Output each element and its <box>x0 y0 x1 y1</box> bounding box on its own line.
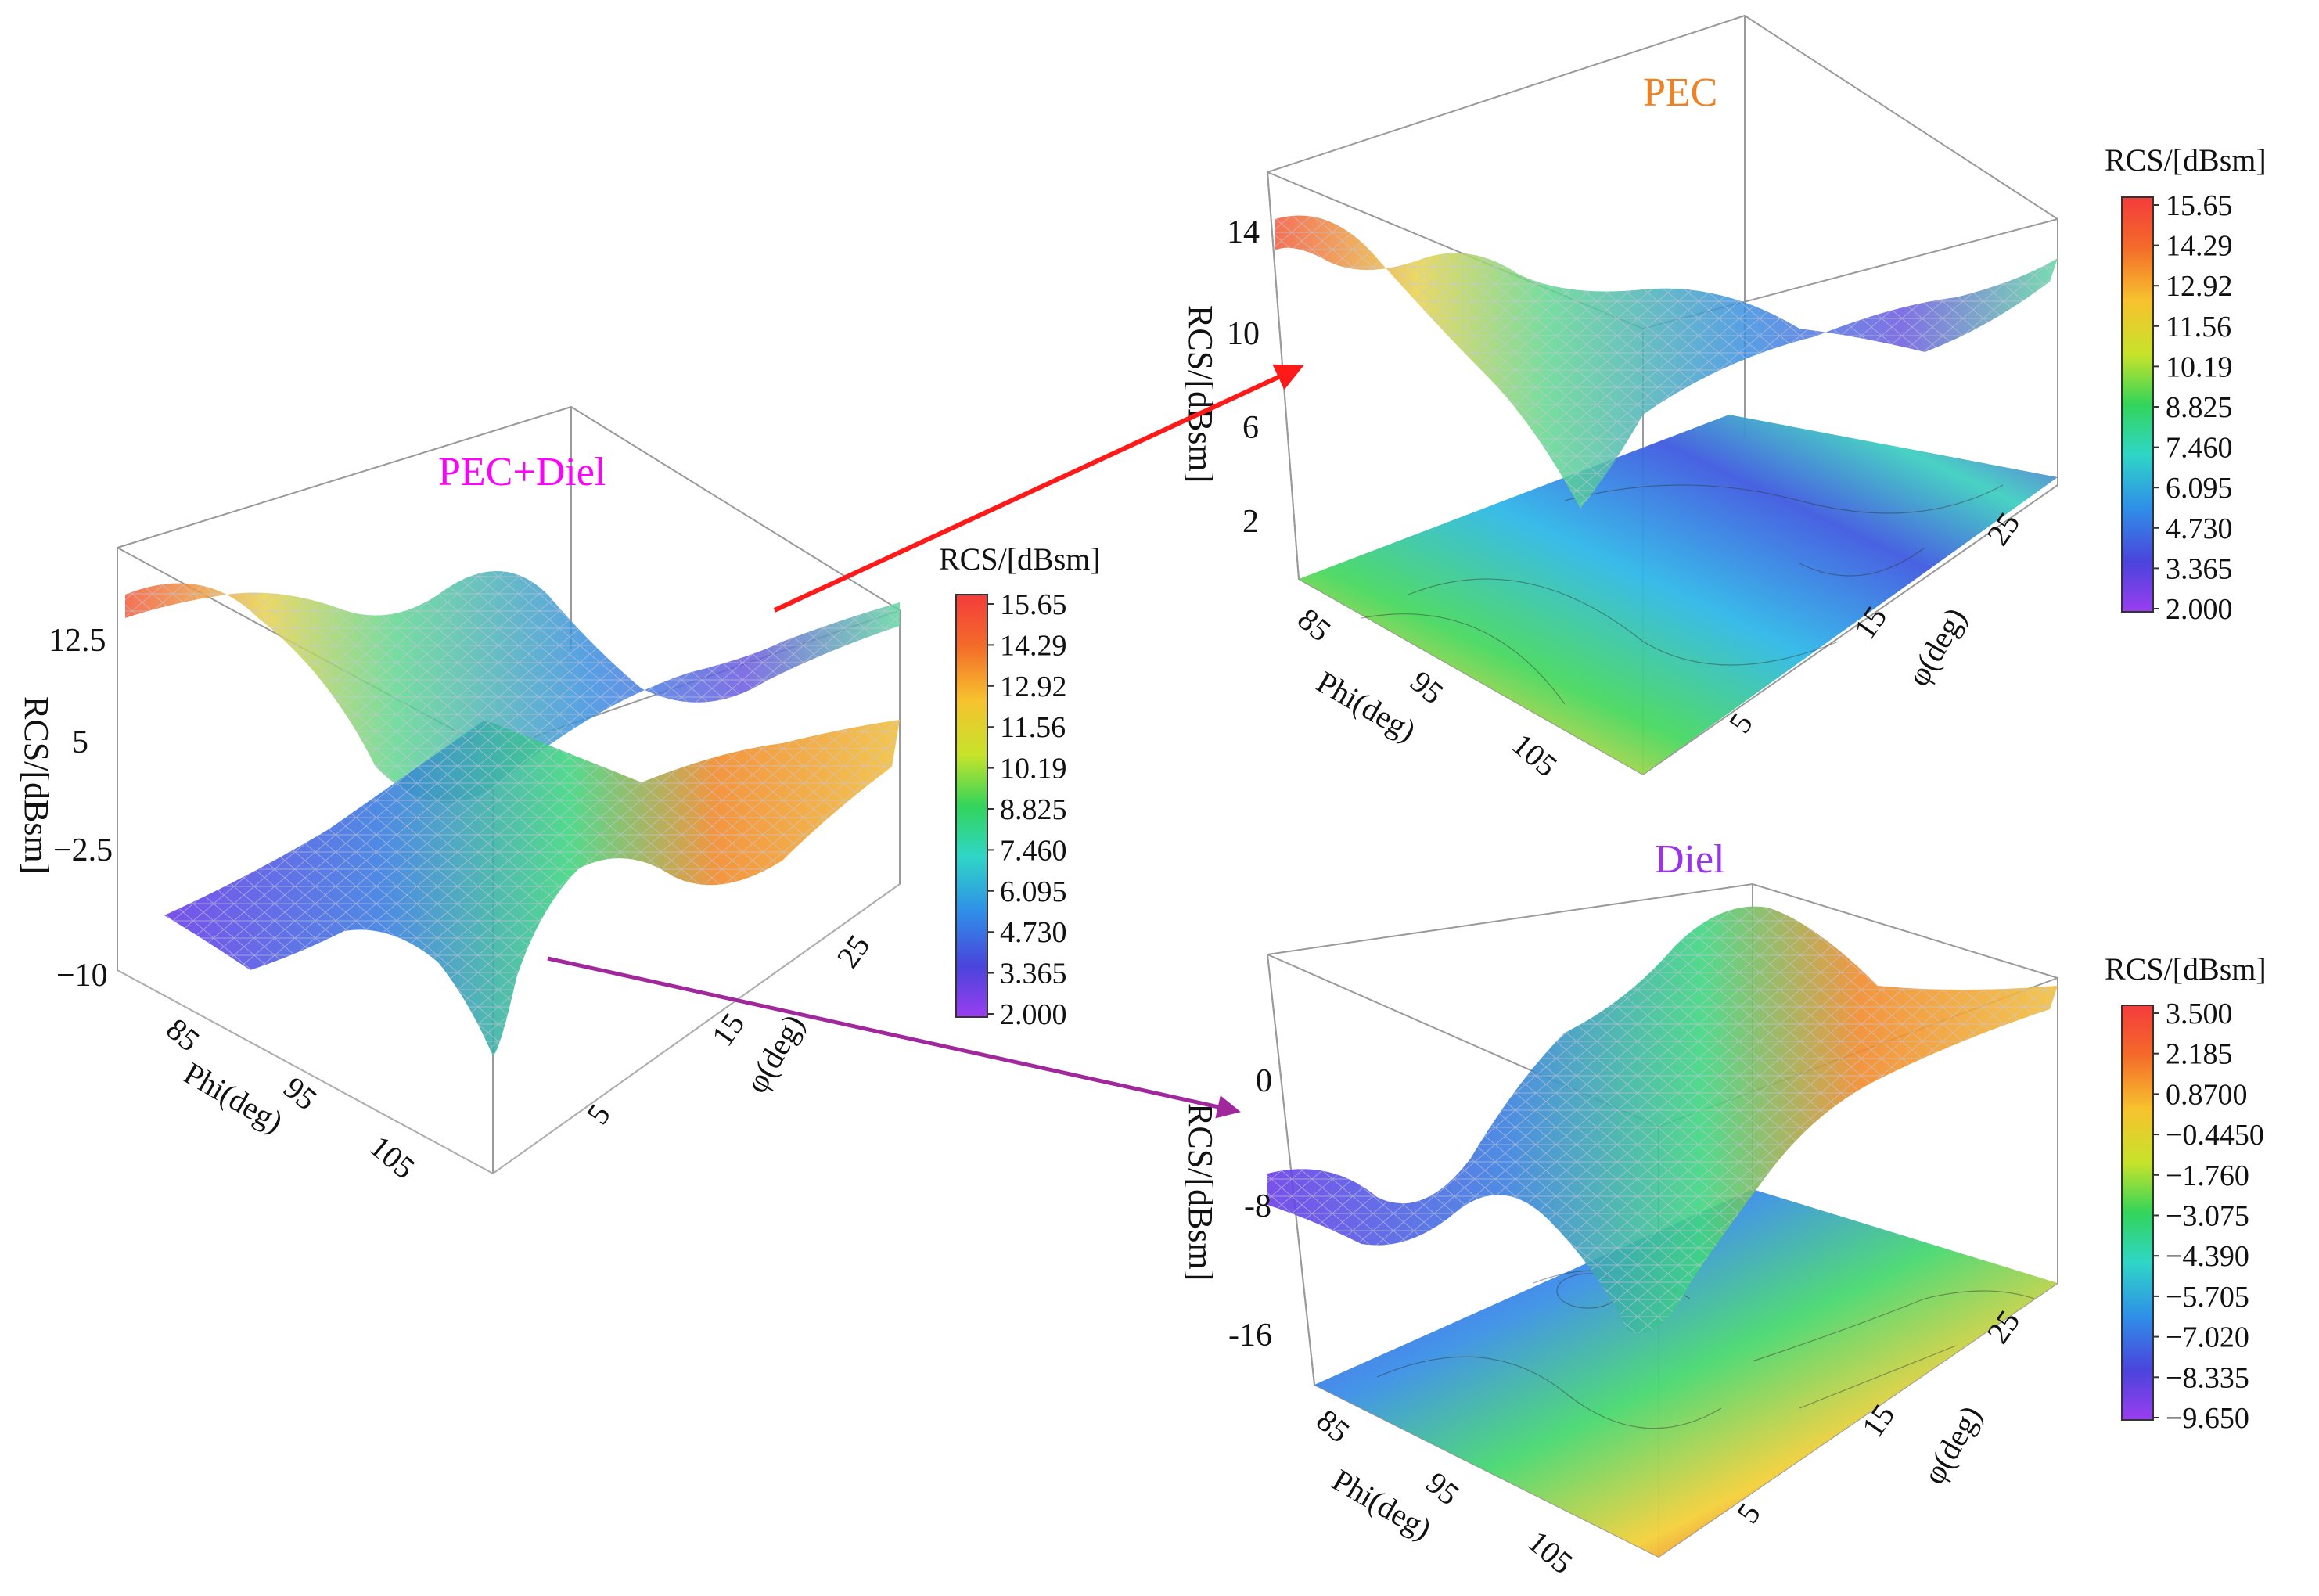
colorbar-tick-label: 12.92 <box>1000 670 1067 703</box>
y-tick: 5 <box>580 1098 617 1130</box>
colorbar-tick-label: −0.4450 <box>2166 1119 2264 1152</box>
z-axis: 12.5 5 −2.5 −10 RCS/[dBsm] <box>17 623 113 994</box>
y-tick: 25 <box>830 929 877 975</box>
z-tick: −2.5 <box>53 832 113 868</box>
colorbar-tick-label: 4.730 <box>2166 512 2233 545</box>
x-tick: 85 <box>160 1011 207 1058</box>
colorbar-tick-label: −7.020 <box>2166 1321 2249 1354</box>
x-axis-label: Phi(deg) <box>1311 664 1422 749</box>
z-tick: 12.5 <box>49 623 106 659</box>
panel-diel: Diel 0 -8 -16 RCS/[dBsm] 85 95 105 Phi(d… <box>1181 837 2267 1580</box>
panel-pec: PEC 14 10 6 2 RCS/[dBsm] 85 95 105 Phi(d… <box>1181 14 2267 783</box>
z-tick: -16 <box>1228 1317 1272 1353</box>
colorbar-tick-label: 6.095 <box>1000 875 1067 908</box>
z-tick: 2 <box>1242 504 1259 540</box>
colorbar-tick-label: 10.19 <box>1000 753 1067 785</box>
colorbar-tick-label: −1.760 <box>2166 1159 2249 1192</box>
y-axis-label: φ(deg) <box>739 1008 811 1099</box>
colorbar-tick-label: 6.095 <box>2166 472 2233 505</box>
colorbar-tick-label: 15.65 <box>2166 189 2233 222</box>
colorbar-title: RCS/[dBsm] <box>2105 142 2267 178</box>
colorbar-title: RCS/[dBsm] <box>2105 951 2267 987</box>
colorbar-title: RCS/[dBsm] <box>939 541 1101 577</box>
colorbar-gradient <box>955 594 988 1018</box>
colorbar-tick-label: 3.365 <box>2166 552 2233 585</box>
z-tick: 5 <box>72 724 88 760</box>
colorbar-tick-label: −3.075 <box>2166 1200 2249 1233</box>
colorbar-tick-label: 2.000 <box>2166 593 2233 626</box>
colorbar-tick-label: 7.460 <box>2166 432 2233 465</box>
colorbar-tick-label: 14.29 <box>2166 230 2233 263</box>
x-axis-label: Phi(deg) <box>1327 1462 1438 1547</box>
colorbar-tick-label: 2.185 <box>2166 1038 2233 1071</box>
y-axis-label: φ(deg) <box>1916 1400 1989 1490</box>
colorbar-tick-label: 15.65 <box>1000 588 1067 621</box>
colorbar-tick-label: −9.650 <box>2166 1402 2249 1435</box>
z-tick: -8 <box>1244 1188 1271 1224</box>
x-axis: 85 95 105 Phi(deg) <box>160 1011 422 1185</box>
colorbar-tick-label: 2.000 <box>1000 998 1067 1031</box>
colorbar: RCS/[dBsm] 15.65 14.29 12.92 11.56 10.19 8.82… <box>939 541 1101 1031</box>
colorbar-tick-label: 11.56 <box>1000 711 1066 744</box>
colorbar-tick-label: 4.730 <box>1000 916 1067 949</box>
panel-title: Diel <box>1655 837 1725 882</box>
contour-floor <box>1299 415 2058 775</box>
z-axis: 0 -8 -16 RCS/[dBsm] <box>1181 1063 1272 1353</box>
colorbar-tick-label: 0.8700 <box>2166 1078 2248 1111</box>
arrow-to-pec <box>773 364 1304 613</box>
x-tick: 95 <box>1404 663 1451 710</box>
x-tick: 105 <box>1505 726 1564 783</box>
colorbar-tick-label: 7.460 <box>1000 834 1067 867</box>
panel-title: PEC <box>1643 70 1717 115</box>
floor-grid <box>117 883 901 1174</box>
colorbar-tick-label: −8.335 <box>2166 1361 2249 1394</box>
z-tick: −10 <box>56 958 108 994</box>
colorbar-tick-label: −5.705 <box>2166 1281 2249 1314</box>
z-axis: 14 10 6 2 RCS/[dBsm] <box>1181 214 1260 540</box>
z-axis-label: RCS/[dBsm] <box>1181 305 1220 483</box>
y-tick: 15 <box>705 1007 752 1053</box>
z-axis-label: RCS/[dBsm] <box>17 696 56 874</box>
y-tick: 5 <box>1730 1497 1767 1530</box>
colorbar: RCS/[dBsm] 3.500 2.185 0.8700 −0.4450 −1.760… <box>2105 951 2267 1435</box>
colorbar: RCS/[dBsm] 15.65 14.29 12.92 11.56 10.19 8.82… <box>2105 142 2267 626</box>
x-tick: 105 <box>363 1128 422 1185</box>
colorbar-gradient <box>2121 196 2154 613</box>
colorbar-tick-label: 3.500 <box>2166 998 2233 1030</box>
colorbar-tick-label: −4.390 <box>2166 1240 2249 1273</box>
colorbar-tick-label: 11.56 <box>2166 311 2231 343</box>
x-tick: 85 <box>1291 601 1338 648</box>
z-tick: 0 <box>1256 1063 1272 1099</box>
colorbar-tick-label: 8.825 <box>2166 391 2233 424</box>
z-tick: 10 <box>1227 316 1260 352</box>
colorbar-tick-label: 12.92 <box>2166 270 2233 303</box>
colorbar-tick-label: 8.825 <box>1000 793 1067 826</box>
colorbar-tick-label: 10.19 <box>2166 350 2233 383</box>
colorbar-gradient <box>2121 1005 2154 1421</box>
z-axis-label: RCS/[dBsm] <box>1181 1103 1220 1281</box>
x-tick: 105 <box>1521 1523 1580 1580</box>
z-tick: 6 <box>1242 410 1259 446</box>
y-axis-label: φ(deg) <box>1900 602 1973 692</box>
z-tick: 14 <box>1227 214 1260 250</box>
x-tick: 95 <box>1419 1465 1466 1512</box>
y-axis: 5 15 25 φ(deg) <box>580 929 877 1131</box>
panel-pec-diel: PEC+Diel 12.5 5 −2.5 −10 RCS/[dBsm] 85 9… <box>17 405 1101 1185</box>
contour-floor <box>1314 1189 2058 1557</box>
x-tick: 85 <box>1310 1402 1357 1449</box>
arrow-to-diel <box>547 956 1241 1119</box>
x-axis-label: Phi(deg) <box>178 1055 289 1140</box>
y-tick: 5 <box>1722 706 1760 739</box>
colorbar-tick-label: 14.29 <box>1000 629 1067 662</box>
panel-title: PEC+Diel <box>438 450 606 494</box>
colorbar-tick-label: 3.365 <box>1000 958 1067 990</box>
